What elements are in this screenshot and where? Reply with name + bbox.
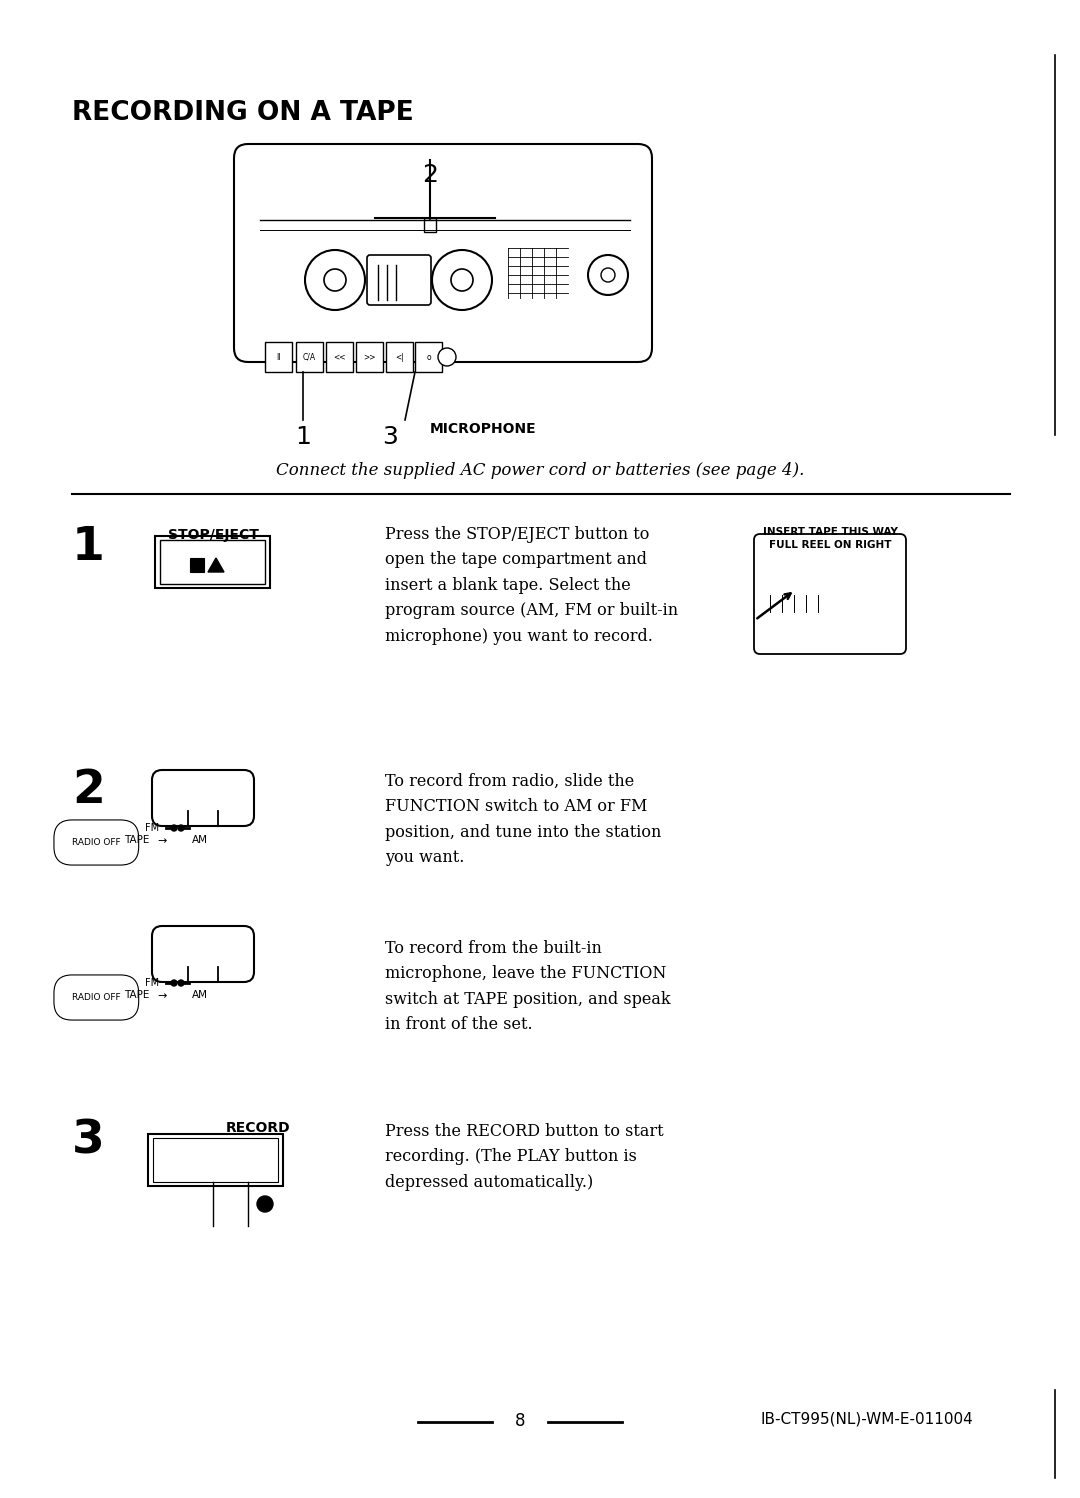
Text: IB-CT995(NL)-WM-E-011004: IB-CT995(NL)-WM-E-011004 xyxy=(760,1413,973,1428)
Bar xyxy=(415,342,442,372)
Text: RECORD: RECORD xyxy=(226,1121,291,1135)
Bar xyxy=(190,557,204,572)
Circle shape xyxy=(324,270,346,291)
FancyBboxPatch shape xyxy=(152,926,254,983)
Text: 2: 2 xyxy=(72,768,105,813)
Text: <|: <| xyxy=(395,352,404,361)
Bar xyxy=(356,342,383,372)
Bar xyxy=(148,1134,283,1186)
Circle shape xyxy=(171,980,177,986)
Text: INSERT TAPE THIS WAY: INSERT TAPE THIS WAY xyxy=(762,527,897,536)
Bar xyxy=(265,342,292,372)
Circle shape xyxy=(178,825,184,831)
Text: MICROPHONE: MICROPHONE xyxy=(430,422,537,436)
Text: <<: << xyxy=(334,352,346,361)
Text: 8: 8 xyxy=(515,1413,525,1431)
Polygon shape xyxy=(208,557,224,572)
Text: Press the STOP/EJECT button to
open the tape compartment and
insert a blank tape: Press the STOP/EJECT button to open the … xyxy=(384,526,678,644)
Text: II: II xyxy=(276,352,281,361)
Text: FM: FM xyxy=(145,822,159,833)
Circle shape xyxy=(305,250,365,310)
Text: 3: 3 xyxy=(72,1118,105,1162)
Circle shape xyxy=(257,1195,273,1212)
Text: FULL REEL ON RIGHT: FULL REEL ON RIGHT xyxy=(769,539,891,550)
Bar xyxy=(160,539,265,584)
Circle shape xyxy=(588,255,627,295)
Text: AM: AM xyxy=(192,834,208,845)
Text: 3: 3 xyxy=(382,425,397,449)
Circle shape xyxy=(432,250,492,310)
Circle shape xyxy=(171,825,177,831)
Text: C/A: C/A xyxy=(302,352,316,361)
Text: TAPE: TAPE xyxy=(124,834,149,845)
Circle shape xyxy=(178,980,184,986)
FancyBboxPatch shape xyxy=(152,770,254,825)
Text: $\rightarrow$: $\rightarrow$ xyxy=(156,834,167,845)
Text: o: o xyxy=(427,352,431,361)
Circle shape xyxy=(438,348,456,366)
Text: 1: 1 xyxy=(295,425,311,449)
Text: $\rightarrow$: $\rightarrow$ xyxy=(156,990,167,1001)
Text: Connect the supplied AC power cord or batteries (see page 4).: Connect the supplied AC power cord or ba… xyxy=(275,461,805,479)
Bar xyxy=(326,342,353,372)
Circle shape xyxy=(600,268,615,282)
Text: 2: 2 xyxy=(422,163,438,187)
Bar xyxy=(296,342,323,372)
Text: FM: FM xyxy=(145,978,159,989)
Text: Press the RECORD button to start
recording. (The PLAY button is
depressed automa: Press the RECORD button to start recordi… xyxy=(384,1124,663,1191)
Text: >>: >> xyxy=(363,352,376,361)
FancyBboxPatch shape xyxy=(234,144,652,363)
Text: To record from radio, slide the
FUNCTION switch to AM or FM
position, and tune i: To record from radio, slide the FUNCTION… xyxy=(384,773,661,866)
Text: TAPE: TAPE xyxy=(124,990,149,1001)
Text: RADIO OFF: RADIO OFF xyxy=(72,993,121,1002)
Text: To record from the built-in
microphone, leave the FUNCTION
switch at TAPE positi: To record from the built-in microphone, … xyxy=(384,941,671,1034)
Bar xyxy=(386,342,413,372)
Bar xyxy=(424,219,436,232)
Text: RADIO OFF: RADIO OFF xyxy=(72,837,121,846)
Text: RECORDING ON A TAPE: RECORDING ON A TAPE xyxy=(72,100,414,126)
Text: STOP/EJECT: STOP/EJECT xyxy=(167,527,258,542)
Circle shape xyxy=(451,270,473,291)
Bar xyxy=(156,536,270,589)
FancyBboxPatch shape xyxy=(367,255,431,306)
Text: 1: 1 xyxy=(72,524,105,571)
Bar xyxy=(153,1138,278,1182)
FancyBboxPatch shape xyxy=(754,533,906,655)
Text: AM: AM xyxy=(192,990,208,1001)
